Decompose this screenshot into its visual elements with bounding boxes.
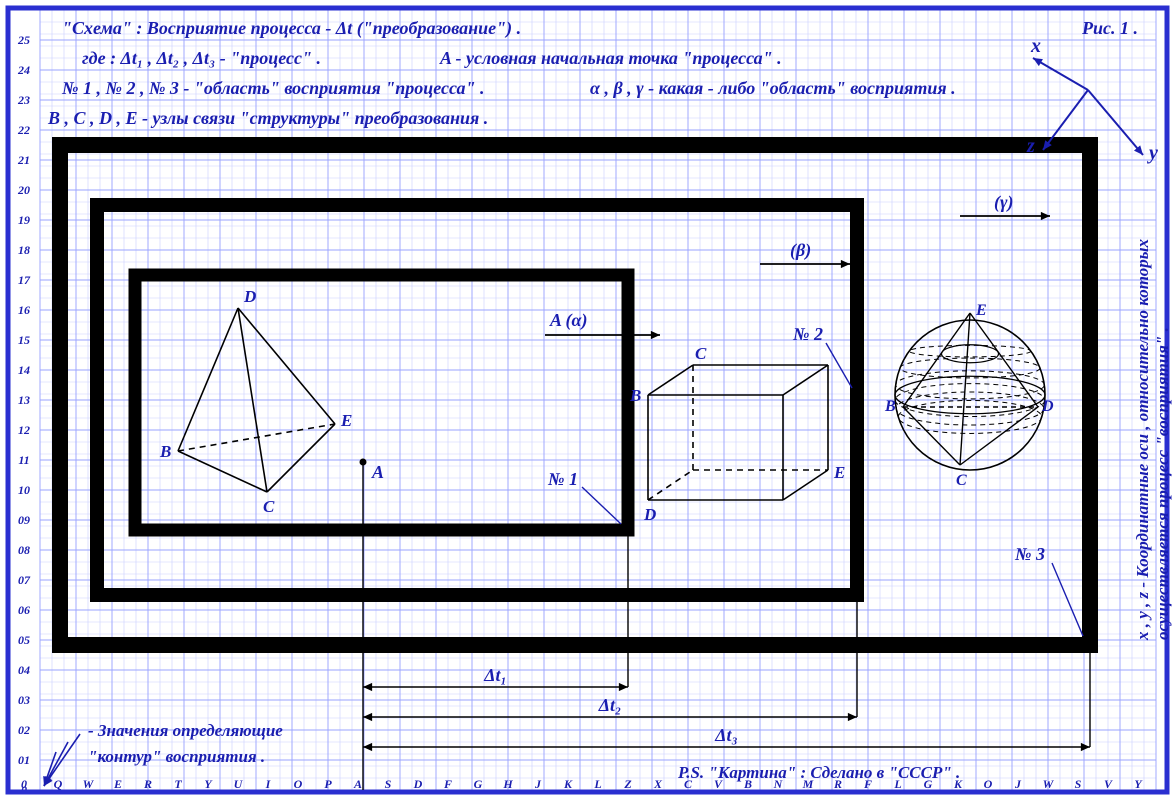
y-axis-label: 01 [18,753,30,767]
sphere-vertex-C: C [956,472,967,489]
y-axis-label: 05 [18,633,30,647]
x-axis-label: U [234,777,244,791]
centerA-label: A [371,462,384,482]
x-axis-label: F [443,777,452,791]
pyramid-vertex-C: C [263,497,275,516]
x-axis-label: A [353,777,362,791]
y-axis-label: 17 [18,273,31,287]
svg-text:0: 0 [21,777,27,791]
header-line: где : Δt₁ , Δt₂ , Δt₃ - "процесс" . [82,48,321,68]
x-axis-label: G [474,777,483,791]
frame-label-f2: № 2 [792,324,823,344]
y-axis-label: 03 [18,693,30,707]
centerA-point [360,459,367,466]
sphere-vertex-B: B [884,398,896,415]
y-axis-label: 20 [17,183,30,197]
y-axis-label: 10 [18,483,30,497]
frame-label-f3: № 3 [1014,544,1045,564]
pyramid-vertex-E: E [340,411,352,430]
x-axis-label: S [385,777,392,791]
axis-z-label: z [1026,135,1035,157]
header-line: B , C , D , E - узлы связи "структуры" п… [47,108,488,128]
cube-vertex-E: E [833,463,845,482]
x-axis-label: K [563,777,573,791]
corner-note-line: "контур" восприятия . [88,747,265,766]
sphere-vertex-E: E [975,302,987,319]
x-axis-label: O [984,777,993,791]
side-note-line2: осуществляется процесс "восприятия" . [1153,327,1172,640]
y-axis-label: 22 [17,123,30,137]
x-axis-label: P [324,777,332,791]
x-axis-label: X [653,777,663,791]
x-axis-label: V [1104,777,1113,791]
figure-number: Рис. 1 . [1081,18,1138,38]
y-axis-label: 06 [18,603,30,617]
pyramid-vertex-B: B [159,442,171,461]
axis-x-label: x [1030,35,1041,57]
x-axis-label: Q [54,777,63,791]
x-axis-label: J [534,777,542,791]
header-line: α , β , γ - какая - либо "область" воспр… [590,78,956,98]
x-axis-label: O [294,777,303,791]
y-axis-label: 18 [18,243,30,257]
x-axis-label: J [1014,777,1022,791]
x-axis-label: R [143,777,152,791]
frame-label-f1: № 1 [547,469,578,489]
x-axis-label: H [502,777,513,791]
alpha-label: A (α) [549,310,587,331]
ps-note: P.S. "Картина" : Сделано в "СССР" . [677,763,960,782]
cube-vertex-B: B [629,386,641,405]
y-axis-label: 23 [17,93,30,107]
y-axis-label: 19 [18,213,30,227]
x-axis-label: L [593,777,601,791]
x-axis-label: W [1043,777,1055,791]
y-axis-label: 15 [18,333,30,347]
cube-vertex-D: D [643,505,656,524]
x-axis-label: D [413,777,423,791]
y-axis-label: 24 [17,63,30,77]
y-axis-label: 09 [18,513,30,527]
y-axis-label: 07 [18,573,31,587]
x-axis-label: Z [623,777,632,791]
y-axis-label: 02 [18,723,30,737]
x-axis-label: E [113,777,122,791]
y-axis-label: 21 [17,153,30,167]
header-line: "Схема" : Восприятие процесса - Δt ("пре… [62,18,521,39]
y-axis-label: 14 [18,363,30,377]
corner-note-line: - Значения определяющие [88,721,283,740]
x-axis-label: W [83,777,95,791]
delta-label-dt1: Δt₁ [483,665,507,685]
header-line: A - условная начальная точка "процесса" … [439,48,782,68]
axis-y-label: y [1147,142,1158,164]
cube-vertex-C: C [695,344,707,363]
y-axis-label: 25 [17,33,30,47]
pyramid-vertex-D: D [243,287,256,306]
delta-label-dt3: Δt₃ [714,725,738,745]
x-axis-label: S [1075,777,1082,791]
y-axis-label: 16 [18,303,30,317]
y-axis-label: 04 [18,663,30,677]
gamma-label: (γ) [994,192,1013,213]
header-line: № 1 , № 2 , № 3 - "область" восприятия "… [61,78,485,98]
sphere-vertex-D: D [1041,398,1054,415]
beta-label: (β) [790,240,811,261]
x-axis-label: T [174,777,182,791]
y-axis-label: 08 [18,543,30,557]
y-axis-label: 13 [18,393,30,407]
delta-label-dt2: Δt₂ [598,695,622,715]
y-axis-label: 11 [18,453,29,467]
y-axis-label: 12 [18,423,30,437]
side-note-line1: x , y , z - Координатные оси , относител… [1133,238,1152,641]
